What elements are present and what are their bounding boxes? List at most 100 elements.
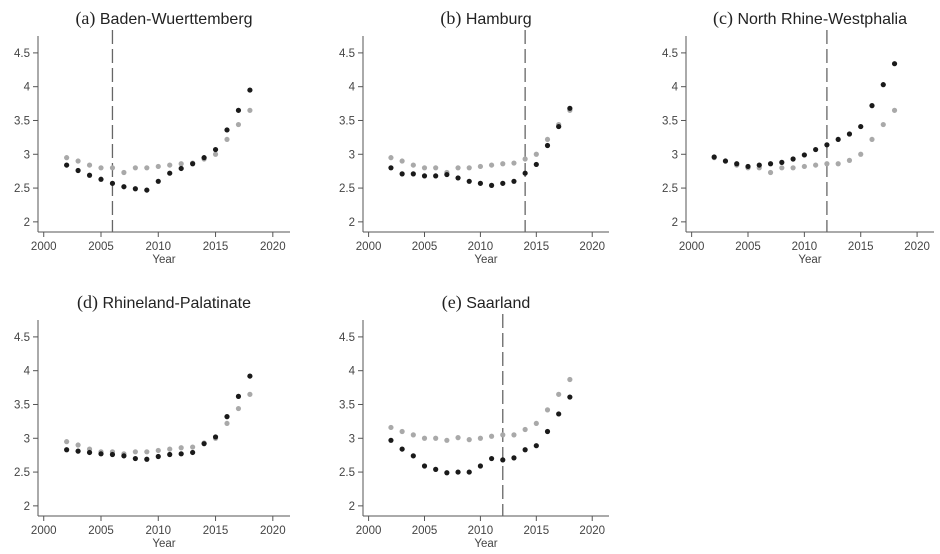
grey-point xyxy=(190,444,196,450)
black-point xyxy=(212,146,219,153)
grey-point xyxy=(779,165,785,171)
y-tick-label: 3.5 xyxy=(339,399,355,411)
x-axis-label: Year xyxy=(798,254,821,266)
grey-point xyxy=(224,136,230,143)
grey-point xyxy=(64,439,70,445)
panel-title: (c) North Rhine-Westphalia xyxy=(713,8,907,29)
grey-point xyxy=(455,165,461,171)
black-point xyxy=(109,451,116,458)
panel-2: (b) Hamburg 2 2.5 3 3.5 4 4.5 2000 2005 2010 2015 2… xyxy=(339,8,609,266)
x-tick-label: 2020 xyxy=(260,241,286,253)
black-point xyxy=(835,136,841,143)
x-tick-label: 2010 xyxy=(468,241,494,253)
x-tick-label: 2010 xyxy=(145,525,171,537)
black-point xyxy=(477,463,484,469)
x-tick-label: 2010 xyxy=(792,241,818,253)
y-tick-label: 3.5 xyxy=(14,115,30,127)
black-point xyxy=(824,142,830,148)
grey-point xyxy=(891,107,898,113)
black-point xyxy=(399,171,405,177)
black-point xyxy=(144,456,150,462)
x-tick-label: 2015 xyxy=(848,241,874,253)
grey-point xyxy=(388,424,394,431)
grey-point xyxy=(801,163,807,170)
panel-title: (b) Hamburg xyxy=(440,8,531,29)
x-tick-label: 2010 xyxy=(145,241,171,253)
panel-3: (c) North Rhine-Westphalia 2 2.5 3 3.5 4 4.5 20… xyxy=(662,8,934,266)
y-tick-label: 4.5 xyxy=(662,48,678,60)
grey-point xyxy=(533,151,539,157)
black-point xyxy=(711,154,717,160)
black-point xyxy=(846,131,853,137)
y-tick-label: 3 xyxy=(349,149,355,161)
black-point xyxy=(767,161,774,167)
y-tick-label: 2.5 xyxy=(14,183,30,195)
black-point xyxy=(466,469,472,475)
y-tick-label: 2.5 xyxy=(339,183,355,195)
black-point xyxy=(779,159,785,165)
grey-point xyxy=(421,165,428,171)
black-point xyxy=(235,393,242,399)
x-tick-label: 2005 xyxy=(88,525,114,537)
black-point xyxy=(167,451,173,458)
grey-point xyxy=(178,161,184,167)
black-point xyxy=(64,447,70,453)
y-tick-label: 4 xyxy=(672,82,679,94)
grey-point xyxy=(86,162,93,168)
grey-point xyxy=(488,162,495,168)
grey-point xyxy=(511,160,517,166)
y-tick-label: 4 xyxy=(349,82,356,94)
grey-point xyxy=(98,165,104,171)
x-tick-label: 2000 xyxy=(31,525,57,537)
black-point xyxy=(410,453,416,459)
x-tick-label: 2005 xyxy=(412,525,438,537)
y-tick-label: 2.5 xyxy=(662,183,678,195)
grey-point xyxy=(247,391,253,397)
black-point xyxy=(109,180,116,186)
grey-point xyxy=(466,437,472,443)
x-tick-label: 2020 xyxy=(579,241,605,253)
panel-5: (e) Saarland 2 2.5 3 3.5 4 4.5 2000 2005 2010 2015… xyxy=(339,292,609,550)
y-tick-label: 2.5 xyxy=(14,467,30,479)
black-point xyxy=(201,155,207,161)
y-tick-label: 3.5 xyxy=(662,115,678,127)
black-point xyxy=(522,170,528,176)
panel-title-text: Baden-Wuerttemberg xyxy=(100,11,253,28)
grey-point xyxy=(167,162,173,168)
black-point xyxy=(421,173,428,179)
black-point xyxy=(488,455,495,462)
panel-title: (d) Rhineland-Palatinate xyxy=(77,292,251,313)
y-tick-label: 2 xyxy=(349,501,355,513)
black-point xyxy=(858,123,864,130)
black-point xyxy=(466,178,472,184)
black-point xyxy=(421,463,428,469)
black-point xyxy=(544,428,551,435)
black-point xyxy=(533,161,539,168)
black-point xyxy=(556,123,562,130)
grey-point xyxy=(511,432,517,438)
grey-point xyxy=(767,169,774,176)
black-point xyxy=(132,455,138,462)
black-point xyxy=(533,443,539,449)
panel-title-text: Hamburg xyxy=(466,11,532,28)
x-tick-label: 2000 xyxy=(356,241,382,253)
black-point xyxy=(155,178,161,184)
x-tick-label: 2020 xyxy=(904,241,930,253)
black-point xyxy=(567,105,573,111)
black-point xyxy=(212,434,219,440)
panel-title-text: Saarland xyxy=(466,295,530,312)
y-tick-label: 4 xyxy=(24,366,31,378)
black-point xyxy=(224,127,230,133)
black-point xyxy=(488,182,495,188)
black-point xyxy=(388,165,394,171)
x-tick-label: 2015 xyxy=(203,241,229,253)
black-point xyxy=(86,172,93,178)
y-tick-label: 4.5 xyxy=(339,48,355,60)
grey-point xyxy=(477,163,484,170)
y-tick-label: 2 xyxy=(349,217,355,229)
black-point xyxy=(410,171,416,177)
y-tick-label: 4.5 xyxy=(14,332,30,344)
black-point xyxy=(433,466,439,472)
black-point xyxy=(64,162,70,168)
